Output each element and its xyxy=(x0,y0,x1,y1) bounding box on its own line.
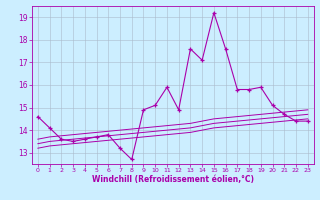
X-axis label: Windchill (Refroidissement éolien,°C): Windchill (Refroidissement éolien,°C) xyxy=(92,175,254,184)
